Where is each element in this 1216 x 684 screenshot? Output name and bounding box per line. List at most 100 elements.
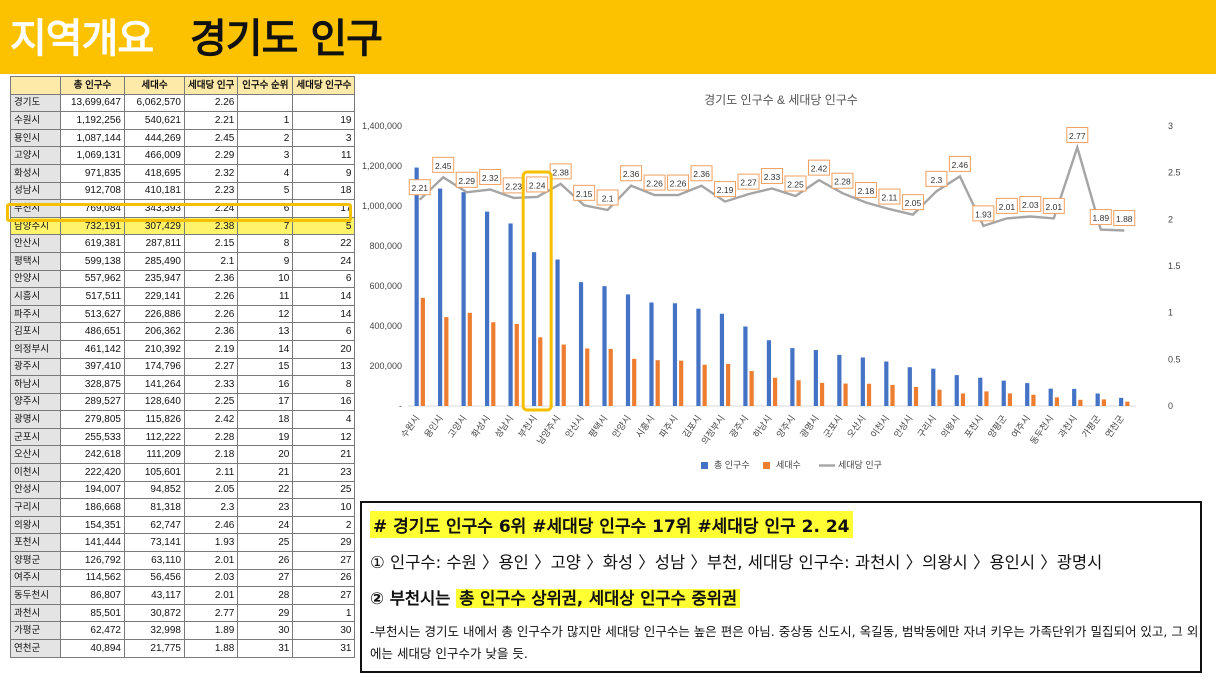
table-cell: 141,264	[124, 375, 185, 394]
bar-total-population	[555, 259, 560, 406]
table-cell: 126,792	[60, 551, 125, 570]
table-cell: 1.89	[183, 621, 239, 640]
data-label: 2.27	[740, 178, 757, 188]
data-label: 2.28	[834, 177, 851, 187]
table-row-name: 김포시	[10, 322, 61, 341]
summary-box: # 경기도 인구수 6위 #세대당 인구수 17위 #세대당 인구 2. 24 …	[360, 501, 1202, 673]
data-label-box	[901, 194, 924, 211]
right-axis-tick-label: 2.5	[1168, 168, 1181, 178]
table-row-name: 경기도	[10, 93, 61, 113]
table-row: 시흥시 517,511 229,141 2.26 11 14	[10, 287, 356, 306]
bar-households	[608, 348, 613, 406]
table-cell: 40,894	[60, 639, 125, 658]
table-row-name: 동두천시	[10, 586, 61, 605]
data-label: 2.45	[435, 161, 452, 171]
legend-label: 세대당 인구	[838, 460, 882, 470]
table-header-row: 총 인구수 세대수 세대당 인구 인구수 순위 세대당 인구수	[10, 76, 356, 95]
table-cell: 279,805	[60, 410, 125, 429]
left-axis-tick-label: 200,000	[369, 361, 402, 371]
table-cell	[237, 93, 294, 113]
bar-total-population	[954, 375, 959, 406]
right-axis-tick-label: 0	[1168, 401, 1173, 411]
table-cell: 2.28	[183, 427, 239, 447]
table-cell: 466,009	[124, 146, 185, 165]
table-cell: 6	[292, 322, 356, 341]
bar-households	[1031, 394, 1036, 406]
x-axis-category-label: 남양주시	[535, 413, 562, 446]
table-cell: 2.36	[183, 269, 239, 289]
x-axis-category-label: 여주시	[1009, 413, 1032, 440]
summary-hashtags: # 경기도 인구수 6위 #세대당 인구수 17위 #세대당 인구 2. 24	[370, 511, 853, 538]
bar-households	[773, 377, 778, 406]
data-label: 2.46	[952, 160, 969, 170]
table-cell: 242,618	[60, 445, 125, 465]
data-label-box	[948, 155, 971, 172]
table-cell: 24	[237, 515, 294, 535]
table-cell: 2.01	[183, 586, 239, 605]
table-cell: 62,472	[60, 621, 125, 640]
x-axis-category-label: 안양시	[610, 413, 632, 439]
bar-total-population	[625, 294, 631, 406]
data-label: 2.25	[787, 180, 804, 190]
table-cell: 2	[237, 128, 294, 148]
table-cell: 27	[292, 586, 356, 605]
table-cell: 2.29	[183, 146, 239, 165]
table-row-name: 안산시	[10, 234, 61, 253]
data-label: 2.18	[858, 186, 875, 196]
table-cell: 2.26	[183, 304, 239, 324]
bar-total-population	[978, 377, 983, 406]
table-cell: 2.33	[183, 375, 239, 394]
table-cell: 229,141	[124, 287, 185, 306]
legend-swatch	[763, 462, 770, 469]
table-row: 의왕시 154,351 62,747 2.46 24 2	[10, 515, 356, 535]
table-row-name: 광명시	[10, 410, 61, 429]
table-row-name: 의정부시	[10, 339, 61, 359]
bar-households	[866, 383, 872, 406]
table-cell: 23	[292, 463, 356, 482]
data-label: 2.19	[717, 185, 734, 195]
data-label: 2.38	[552, 167, 569, 177]
table-row: 연천군 40,894 21,775 1.88 31 31	[10, 639, 356, 658]
x-axis-category-label: 고양시	[446, 413, 468, 439]
table-row: 수원시 1,192,256 540,621 2.21 1 19	[10, 111, 356, 130]
bar-households	[796, 380, 801, 406]
right-axis-tick-label: 3	[1168, 121, 1173, 131]
data-label: 2.11	[881, 193, 897, 203]
summary-detail: -부천시는 경기도 내에서 총 인구수가 많지만 세대당 인구수는 높은 편은 …	[370, 624, 1199, 661]
table-row: 화성시 971,835 418,695 2.32 4 9	[10, 163, 356, 183]
data-label: 2.01	[999, 202, 1016, 212]
data-label-box	[667, 174, 690, 191]
table-cell: 1.93	[183, 533, 239, 553]
left-axis-tick-label: 1,200,000	[362, 161, 402, 171]
data-label-box	[573, 184, 596, 201]
table-cell: 2.1	[183, 251, 239, 271]
x-axis-category-label: 안산시	[563, 413, 585, 439]
data-label: 2.36	[623, 169, 640, 179]
table-cell: 24	[292, 251, 356, 271]
data-label: 2.23	[505, 181, 522, 191]
x-axis-category-label: 평택시	[587, 413, 609, 439]
table-cell: 94,852	[124, 480, 185, 500]
table-cell: 461,142	[60, 339, 125, 359]
table-cell: 19	[292, 111, 356, 130]
table-cell: 141,444	[60, 533, 125, 553]
table-cell: 2	[292, 515, 356, 535]
table-row: 하남시 328,875 141,264 2.33 16 8	[10, 375, 356, 394]
x-axis-category-label: 용인시	[422, 413, 444, 439]
table-cell: 11	[237, 287, 294, 306]
data-label-box	[620, 165, 643, 182]
table-row: 군포시 255,533 112,222 2.28 19 12	[10, 427, 356, 447]
data-label-box	[690, 165, 713, 182]
chart-title: 경기도 인구수 & 세대당 인구수	[704, 93, 858, 107]
table-row: 이천시 222,420 105,601 2.11 21 23	[10, 463, 356, 482]
table-cell: 1,069,131	[60, 146, 125, 165]
table-row-name: 안양시	[10, 269, 61, 289]
table-cell: 20	[292, 339, 356, 359]
data-label-box	[432, 156, 455, 173]
data-label-box	[643, 174, 666, 191]
table-cell: 2.26	[183, 287, 239, 306]
table-cell: 18	[237, 410, 294, 429]
table-cell: 19	[237, 427, 294, 447]
table-row-name: 수원시	[10, 111, 61, 130]
table-cell: 12	[237, 304, 294, 324]
